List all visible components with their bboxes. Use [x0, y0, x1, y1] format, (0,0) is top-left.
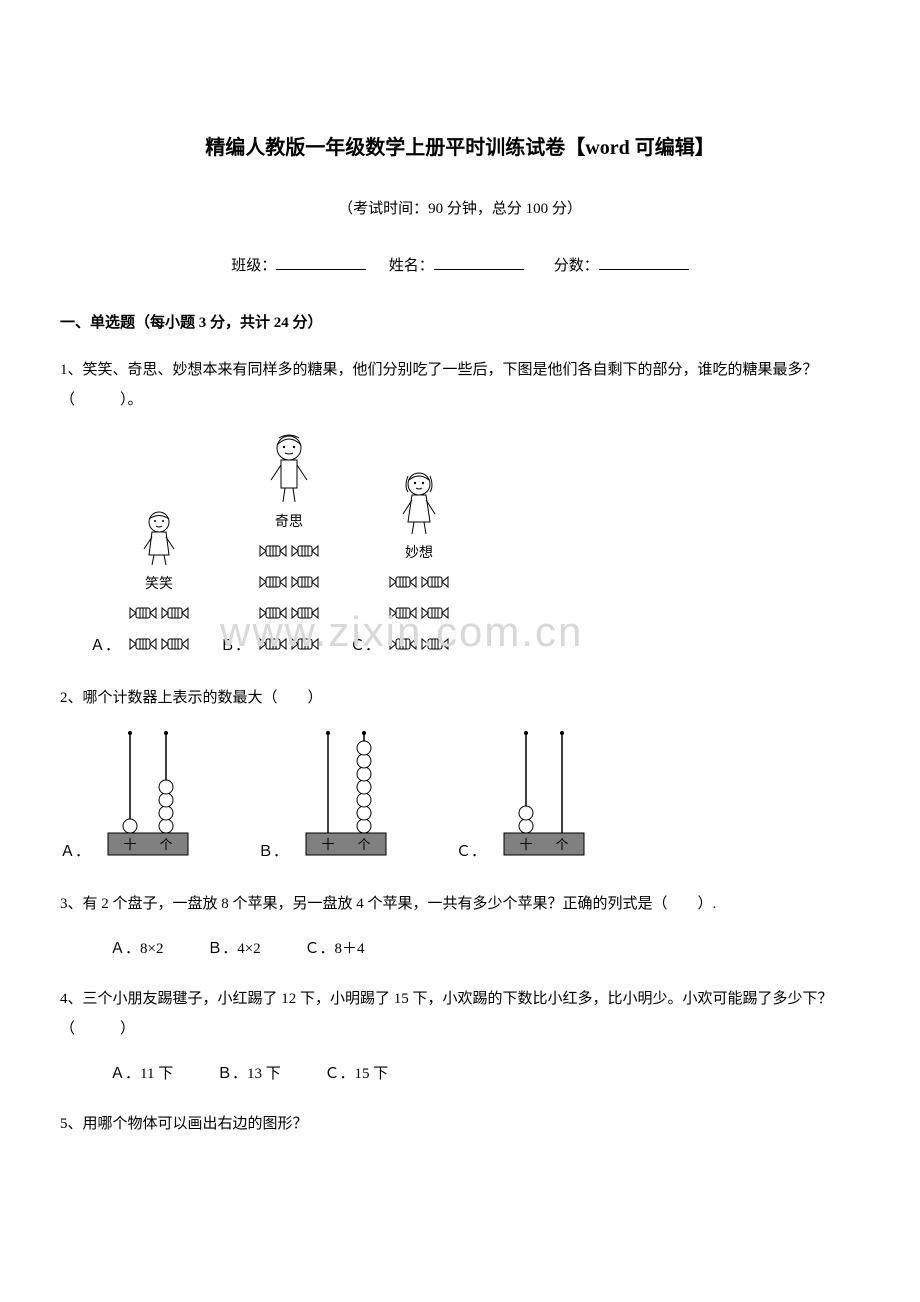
question-2-text: 2、哪个计数器上表示的数最大（ ）	[60, 683, 860, 713]
q1-name-a: 笑笑	[145, 571, 173, 599]
q1-option-a: Ａ．	[90, 507, 190, 663]
class-label: 班级：	[231, 253, 276, 280]
abacus-b-icon: 十个	[296, 728, 396, 869]
q3-option-b: Ｂ．4×2	[207, 941, 260, 957]
q4-option-b: Ｂ．13 下	[217, 1066, 281, 1082]
svg-text:十: 十	[322, 837, 335, 852]
q2-label-b: Ｂ．	[258, 837, 288, 869]
score-blank	[599, 255, 689, 270]
question-1: 1、笑笑、奇思、妙想本来有同样多的糖果，他们分别吃了一些后，下图是他们各自剩下的…	[60, 355, 860, 663]
q2-options: Ａ． 十个 Ｂ． 十个 Ｃ． 十个	[60, 728, 860, 869]
q3-option-a: Ａ．8×2	[110, 941, 163, 957]
q1-candies-a	[128, 601, 190, 663]
student-info: 班级： 姓名： 分数：	[60, 253, 860, 280]
q2-option-b: Ｂ． 十个	[258, 728, 396, 869]
q4-option-a: Ａ．11 下	[110, 1066, 173, 1082]
question-5: 5、用哪个物体可以画出右边的图形？	[60, 1109, 860, 1139]
question-1-text: 1、笑笑、奇思、妙想本来有同样多的糖果，他们分别吃了一些后，下图是他们各自剩下的…	[60, 355, 860, 415]
q1-name-c: 妙想	[405, 540, 433, 568]
q1-candies-b	[258, 539, 320, 663]
q1-name-b: 奇思	[275, 509, 303, 537]
q1-option-b: Ｂ．	[220, 430, 320, 663]
score-label: 分数：	[554, 253, 599, 280]
q1-label-b: Ｂ．	[220, 631, 250, 663]
q1-label-a: Ａ．	[90, 631, 120, 663]
svg-text:十: 十	[520, 837, 533, 852]
svg-text:个: 个	[358, 837, 371, 852]
page-title: 精编人教版一年级数学上册平时训练试卷【word 可编辑】	[60, 130, 860, 166]
child-b-icon	[259, 430, 319, 505]
svg-text:十: 十	[124, 837, 137, 852]
name-label: 姓名：	[389, 253, 434, 280]
q4-option-c: Ｃ．15 下	[324, 1066, 388, 1082]
q1-option-c: Ｃ．	[350, 466, 450, 663]
name-blank	[434, 255, 524, 270]
exam-info: （考试时间：90 分钟，总分 100 分）	[60, 196, 860, 223]
class-blank	[276, 255, 366, 270]
abacus-a-icon: 十个	[98, 728, 198, 869]
abacus-c-icon: 十个	[494, 728, 594, 869]
q2-option-c: Ｃ． 十个	[456, 728, 594, 869]
svg-text:个: 个	[160, 837, 173, 852]
q4-options: Ａ．11 下 Ｂ．13 下 Ｃ．15 下	[60, 1059, 860, 1089]
q1-label-c: Ｃ．	[350, 631, 380, 663]
question-4-text: 4、三个小朋友踢毽子，小红踢了 12 下，小明踢了 15 下，小欢踢的下数比小红…	[60, 984, 860, 1044]
question-3-text: 3、有 2 个盘子，一盘放 8 个苹果，另一盘放 4 个苹果，一共有多少个苹果？…	[60, 889, 860, 919]
child-c-icon	[392, 466, 447, 536]
q2-label-c: Ｃ．	[456, 837, 486, 869]
q3-options: Ａ．8×2 Ｂ．4×2 Ｃ．8＋4	[60, 934, 860, 964]
question-4: 4、三个小朋友踢毽子，小红踢了 12 下，小明踢了 15 下，小欢踢的下数比小红…	[60, 984, 860, 1089]
question-5-text: 5、用哪个物体可以画出右边的图形？	[60, 1109, 860, 1139]
q1-options: Ａ．	[60, 430, 860, 663]
section-1-header: 一、单选题（每小题 3 分，共计 24 分）	[60, 310, 860, 337]
q1-candies-c	[388, 570, 450, 663]
q2-label-a: Ａ．	[60, 837, 90, 869]
q3-option-c: Ｃ．8＋4	[304, 941, 364, 957]
q2-option-a: Ａ． 十个	[60, 728, 198, 869]
question-3: 3、有 2 个盘子，一盘放 8 个苹果，另一盘放 4 个苹果，一共有多少个苹果？…	[60, 889, 860, 964]
question-2: 2、哪个计数器上表示的数最大（ ） Ａ． 十个 Ｂ． 十个 Ｃ． 十个	[60, 683, 860, 869]
child-a-icon	[134, 507, 184, 567]
svg-text:个: 个	[556, 837, 569, 852]
